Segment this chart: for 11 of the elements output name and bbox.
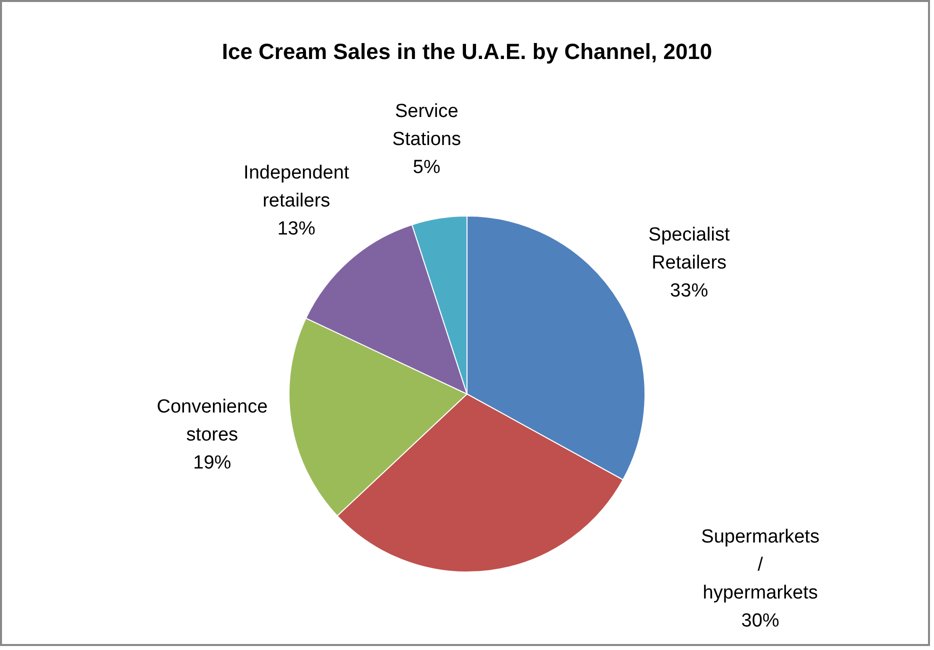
data-label: 30% [741, 610, 780, 632]
data-label: 19% [193, 452, 232, 474]
chart-title: Ice Cream Sales in the U.A.E. by Channel, 2010 [222, 39, 712, 64]
slice-label: Service Stations [392, 101, 461, 150]
slice-label: Convenience stores [156, 396, 268, 446]
data-label: 5% [412, 157, 440, 178]
slice-label: Independent retailers [244, 162, 350, 212]
data-label: 13% [277, 218, 316, 240]
slice-label: Supermarkets / hypermarkets [701, 526, 820, 604]
slice-label: Specialist Retailers [648, 224, 730, 274]
data-label: 33% [670, 280, 708, 302]
